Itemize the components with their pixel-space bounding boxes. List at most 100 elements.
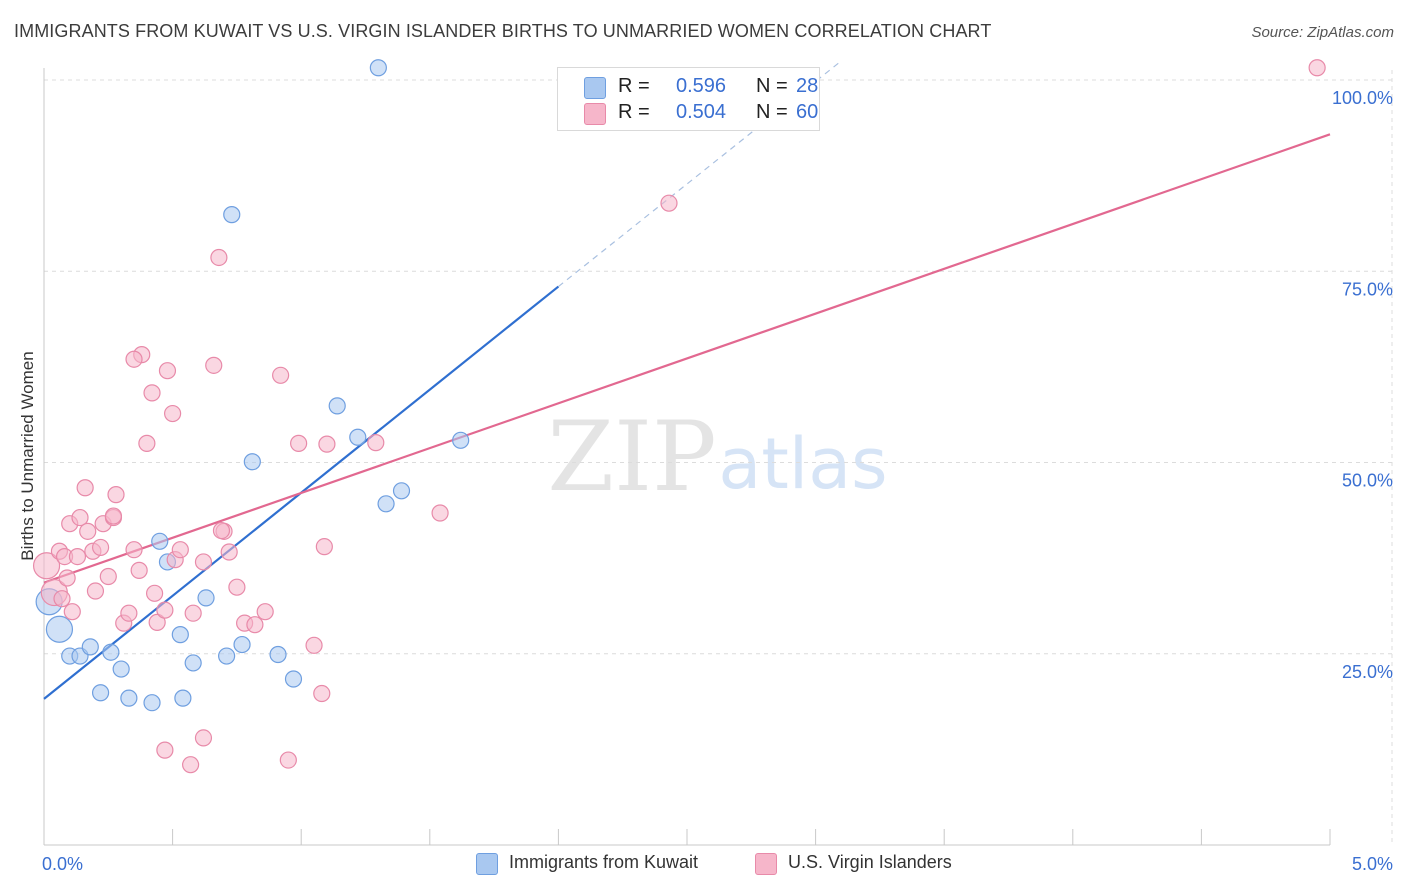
data-points — [32, 59, 1326, 774]
point-virgin-islanders — [32, 552, 61, 580]
point-virgin-islanders — [130, 561, 148, 579]
y-tick-label: 100.0% — [1332, 88, 1393, 108]
point-virgin-islanders — [205, 356, 223, 374]
point-virgin-islanders — [143, 384, 161, 402]
point-kuwait — [81, 638, 99, 656]
point-kuwait — [171, 626, 189, 644]
correlation-legend: R = 0.596 N = 28 R = 0.504 N = 60 — [557, 67, 820, 131]
tick-labels: 100.0% 75.0% 50.0% 25.0% 0.0% 5.0% — [42, 88, 1393, 874]
point-virgin-islanders — [104, 507, 123, 525]
point-kuwait — [269, 645, 287, 664]
point-kuwait — [233, 635, 251, 654]
point-kuwait — [102, 643, 120, 661]
axes — [43, 68, 1331, 846]
point-virgin-islanders — [290, 434, 308, 452]
point-virgin-islanders — [125, 350, 143, 368]
point-virgin-islanders — [272, 366, 290, 384]
point-kuwait — [120, 689, 138, 707]
bottom-legend-swatch-virgin-islanders — [755, 853, 777, 875]
legend-n-label: N = — [756, 101, 788, 123]
y-axis-label: Births to Unmarried Women — [18, 351, 37, 561]
point-virgin-islanders — [71, 508, 89, 527]
point-kuwait — [392, 482, 411, 500]
x-tick-label-min: 0.0% — [42, 854, 83, 874]
point-virgin-islanders — [315, 538, 333, 556]
point-virgin-islanders — [367, 434, 385, 452]
legend-r-label: R = — [618, 75, 650, 97]
point-virgin-islanders — [1308, 59, 1326, 77]
point-virgin-islanders — [99, 567, 117, 586]
point-virgin-islanders — [660, 194, 678, 212]
point-virgin-islanders — [182, 756, 200, 774]
y-tick-label: 75.0% — [1342, 279, 1393, 299]
point-virgin-islanders — [305, 636, 323, 654]
point-virgin-islanders — [194, 553, 213, 571]
legend-n-label: N = — [756, 75, 788, 97]
point-virgin-islanders — [145, 584, 164, 602]
source-label: Source: ZipAtlas.com — [1251, 24, 1394, 41]
point-kuwait — [151, 532, 169, 550]
point-virgin-islanders — [156, 601, 174, 619]
point-kuwait — [452, 431, 470, 449]
point-virgin-islanders — [63, 603, 81, 621]
point-virgin-islanders — [68, 547, 87, 566]
y-tick-label: 25.0% — [1342, 662, 1393, 682]
chart-title: IMMIGRANTS FROM KUWAIT VS U.S. VIRGIN IS… — [14, 21, 992, 41]
point-virgin-islanders — [79, 522, 97, 540]
point-virgin-islanders — [210, 248, 228, 267]
point-virgin-islanders — [194, 729, 213, 747]
point-virgin-islanders — [246, 616, 264, 634]
point-virgin-islanders — [91, 538, 110, 557]
legend-r-value: 0.504 — [676, 101, 727, 123]
point-virgin-islanders — [58, 569, 76, 587]
trend-line-virgin-islanders — [43, 133, 1331, 584]
point-kuwait — [369, 59, 387, 77]
point-virgin-islanders — [86, 582, 105, 600]
point-kuwait — [184, 654, 202, 672]
point-kuwait — [112, 660, 130, 678]
point-virgin-islanders — [125, 541, 143, 559]
point-virgin-islanders — [184, 604, 202, 622]
point-virgin-islanders — [164, 404, 182, 423]
point-virgin-islanders — [256, 603, 274, 621]
legend-n-value: 60 — [796, 101, 819, 123]
point-virgin-islanders — [171, 541, 189, 559]
watermark-zip: ZIP — [547, 401, 716, 513]
point-virgin-islanders — [279, 751, 297, 769]
trend-lines — [43, 60, 1331, 700]
point-kuwait — [218, 647, 236, 665]
point-virgin-islanders — [53, 590, 71, 608]
point-virgin-islanders — [313, 684, 331, 703]
point-virgin-islanders — [431, 504, 449, 522]
legend-r-value: 0.596 — [676, 75, 727, 97]
point-virgin-islanders — [107, 486, 125, 504]
y-tick-label: 50.0% — [1342, 471, 1393, 491]
point-virgin-islanders — [228, 578, 246, 596]
point-virgin-islanders — [148, 613, 166, 631]
bottom-legend-swatch-kuwait — [476, 853, 498, 875]
point-virgin-islanders — [138, 434, 156, 452]
point-kuwait — [143, 694, 161, 712]
point-kuwait — [91, 684, 110, 702]
point-kuwait — [349, 428, 367, 446]
legend-n-value: 28 — [796, 75, 819, 97]
point-virgin-islanders — [318, 435, 336, 453]
point-kuwait — [197, 589, 215, 607]
point-virgin-islanders — [220, 543, 238, 561]
legend-r-label: R = — [618, 101, 650, 123]
bottom-legend-label-virgin-islanders: U.S. Virgin Islanders — [788, 852, 952, 872]
point-kuwait — [243, 453, 261, 471]
point-virgin-islanders — [212, 521, 231, 540]
x-tick-label-max: 5.0% — [1352, 854, 1393, 874]
point-kuwait — [174, 689, 192, 707]
point-kuwait — [377, 495, 395, 513]
point-kuwait — [223, 206, 241, 224]
bottom-legend-label-kuwait: Immigrants from Kuwait — [509, 852, 699, 872]
point-kuwait — [284, 670, 303, 688]
point-virgin-islanders — [120, 604, 138, 622]
watermark-atlas: atlas — [718, 423, 887, 505]
point-kuwait — [45, 615, 74, 643]
point-virgin-islanders — [158, 362, 177, 380]
legend-swatch-kuwait — [584, 77, 606, 99]
